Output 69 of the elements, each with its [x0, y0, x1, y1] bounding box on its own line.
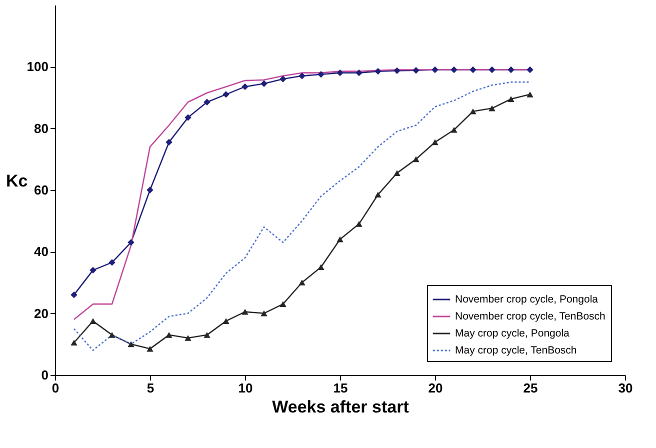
point [108, 259, 116, 266]
point [432, 139, 438, 146]
y-axis-title: Kc [6, 172, 28, 190]
point [298, 280, 306, 286]
x-tick-label: 25 [523, 380, 538, 396]
x-tick-label: 5 [146, 380, 154, 396]
x-tick-label: 30 [618, 380, 633, 396]
point [90, 266, 96, 274]
point [412, 67, 420, 74]
y-tick-label: 0 [41, 368, 48, 382]
point [298, 72, 306, 80]
point [70, 340, 78, 346]
point [90, 318, 96, 324]
point [374, 68, 382, 75]
y-tick-label: 40 [34, 244, 48, 260]
point [260, 80, 268, 87]
point [242, 308, 248, 315]
point [222, 318, 230, 324]
point [508, 66, 514, 74]
point [394, 170, 400, 176]
point [108, 332, 116, 338]
point [374, 192, 382, 198]
point [222, 91, 230, 98]
point [432, 66, 438, 74]
legend-label: November crop cycle, Pongola [455, 294, 598, 306]
y-tick-label: 20 [34, 306, 48, 321]
point [280, 76, 286, 82]
point [336, 69, 344, 76]
point [488, 105, 496, 112]
point [508, 96, 514, 102]
point [166, 138, 172, 146]
point [394, 67, 400, 74]
point [128, 239, 134, 246]
point [356, 221, 362, 227]
point [280, 301, 286, 307]
point [412, 156, 420, 162]
y-tick-label: 100 [26, 59, 48, 74]
point [470, 66, 476, 74]
y-tick-label: 80 [34, 120, 48, 136]
x-tick-label: 20 [428, 380, 443, 396]
point [146, 346, 154, 352]
point [450, 66, 458, 74]
point [70, 291, 78, 298]
x-tick-label: 0 [52, 380, 60, 396]
point [450, 126, 458, 133]
point [526, 66, 534, 74]
point [318, 264, 324, 270]
point [128, 341, 134, 348]
point [318, 71, 324, 78]
point [356, 69, 362, 76]
point [488, 66, 496, 74]
y-tick-label: 60 [34, 182, 48, 198]
point [166, 332, 172, 338]
x-tick-label: 10 [238, 380, 253, 396]
point [470, 108, 476, 114]
point [184, 114, 192, 121]
point [260, 310, 268, 316]
legend-label: May crop cycle, TenBosch [455, 344, 577, 356]
point [204, 332, 210, 338]
point [336, 236, 344, 242]
x-tick-label: 15 [333, 380, 348, 396]
point [184, 335, 192, 341]
x-axis-title: Weeks after start [272, 398, 410, 416]
point [146, 186, 154, 194]
point [242, 83, 248, 90]
legend-label: November crop cycle, TenBosch [455, 310, 606, 322]
legend-label: May crop cycle, Pongola [455, 328, 570, 340]
point [526, 92, 534, 98]
point [204, 98, 210, 106]
